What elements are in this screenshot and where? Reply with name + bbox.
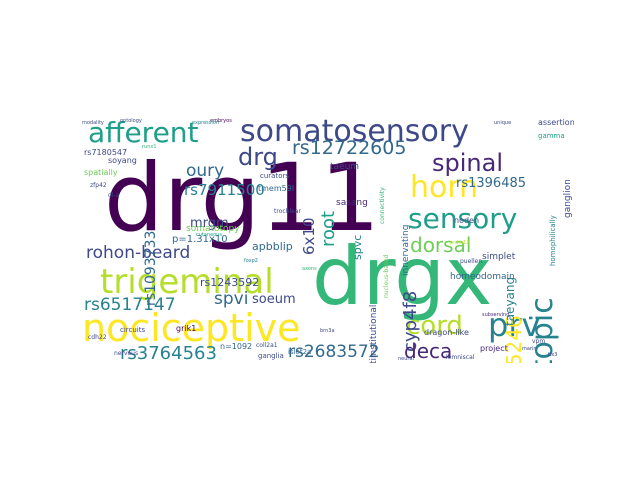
word-grik1: grik1	[176, 324, 197, 333]
word-rs12722605: rs12722605	[292, 137, 407, 159]
word-spvi: spvi	[214, 289, 249, 309]
word-innervating: innervating	[401, 224, 411, 276]
word-homeodomain: homeodomain	[450, 272, 515, 282]
word-rs7180547: rs7180547	[84, 148, 128, 157]
word-small-d: connectivity	[379, 187, 386, 224]
word-prv: prv	[488, 306, 541, 344]
word-trochlear: trochlear	[274, 208, 301, 215]
word-ganglion: ganglion	[563, 179, 573, 218]
word-assertions: assertions	[538, 118, 574, 127]
word-sensory: sensory	[408, 202, 518, 235]
word-gamma: gamma	[538, 132, 565, 140]
word-cloud: drg11 drgx nociceptive somatosensory som…	[80, 117, 574, 363]
word-6x10: 6x10	[300, 217, 318, 255]
word-small-i: neural	[398, 356, 414, 362]
word-rs2683572: rs2683572	[288, 342, 380, 362]
word-root: root	[318, 210, 339, 247]
word-circuits: circuits	[120, 326, 146, 334]
word-small-b: embryos	[210, 118, 232, 124]
word-dorsal: dorsal	[410, 233, 472, 257]
word-small-f: vpm	[532, 338, 546, 345]
word-p-value: p=1.31x10	[172, 234, 228, 245]
word-spvc: spvc	[351, 234, 364, 260]
word-nociceptive: nociceptive	[82, 306, 301, 350]
word-soyang: soyang	[108, 156, 137, 165]
word-taeum: taeum	[330, 162, 360, 172]
word-tmem59l: tmem59l	[258, 184, 295, 193]
word-drg11: drg11	[104, 144, 380, 253]
word-n1092: n=1092	[220, 342, 253, 351]
word-small-e: unique	[494, 120, 512, 126]
word-project: project	[480, 344, 508, 353]
word-small-q: brn3a	[320, 328, 335, 334]
word-multiinstitutional: multiinstitutional	[369, 304, 379, 363]
word-lemniscal: lemniscal	[446, 354, 475, 361]
word-ganglia: ganglia	[258, 352, 284, 360]
word-rohon-beard: rohon-beard	[86, 243, 191, 263]
word-small-o: axons	[302, 266, 317, 272]
word-small-p: tlx3	[548, 352, 558, 358]
word-somatotopy: somatotopy	[186, 224, 240, 234]
word-deca: deca	[404, 339, 453, 363]
word-noden: noden	[454, 216, 480, 225]
word-nervous: nervous	[114, 350, 139, 357]
word-rs1093733: rs1093733	[143, 230, 159, 306]
word-cord: cord	[406, 311, 463, 341]
word-small-n: foxp2	[244, 258, 258, 264]
word-dragon-like: dragon-like	[424, 328, 469, 337]
word-curators: curators	[260, 172, 290, 180]
word-rs1243592: rs1243592	[200, 276, 260, 289]
word-cdh22: cdh22	[88, 334, 107, 341]
word-oury: oury	[186, 161, 225, 181]
word-small-m: dl-a	[108, 192, 120, 199]
word-rs1396485: rs1396485	[456, 176, 527, 191]
word-soeum: soeum	[252, 292, 296, 307]
word-rs3764563: rs3764563	[120, 343, 217, 363]
word-small-j: cutaneous	[196, 232, 223, 238]
word-small-h: subserving	[482, 312, 510, 318]
word-drg: drg	[238, 143, 278, 171]
word-afferent: afferent	[88, 117, 199, 149]
word-taeyang: taeyang	[503, 276, 517, 326]
word-apbblip: apbblip	[252, 240, 293, 253]
word-trigeminal: trigeminal	[100, 262, 274, 302]
word-rs6517147: rs6517147	[84, 295, 176, 315]
word-islet2a: islet2a	[288, 348, 312, 356]
word-rs7911500: rs7911500	[184, 181, 265, 199]
word-small-a: ontology	[120, 118, 142, 124]
word-horn: horn	[410, 170, 479, 205]
word-puellen: puellen	[460, 258, 483, 265]
word-mrgm: mrgm	[190, 216, 229, 231]
word-spinal: spinal	[432, 149, 503, 177]
word-small-c: expression	[192, 120, 219, 126]
word-spatially: spatially	[84, 168, 118, 177]
word-sasang: sasang	[336, 198, 368, 208]
word-nucleus-based: nucleus-based	[383, 254, 390, 298]
word-coll2a1: coll2a1	[256, 342, 278, 349]
word-simplet: simplet	[482, 252, 516, 262]
word-small-l: prdm12	[450, 240, 470, 246]
word-zfp42: zfp42	[90, 182, 107, 189]
word-homophilically: homophilically	[549, 215, 557, 266]
word-small-r: runx1	[142, 144, 157, 150]
word-small-k: marin	[522, 346, 537, 352]
word-small-g: modality	[82, 120, 104, 126]
word-somatosensory: somatosensory	[240, 117, 469, 149]
word-drgx: drgx	[312, 230, 493, 323]
